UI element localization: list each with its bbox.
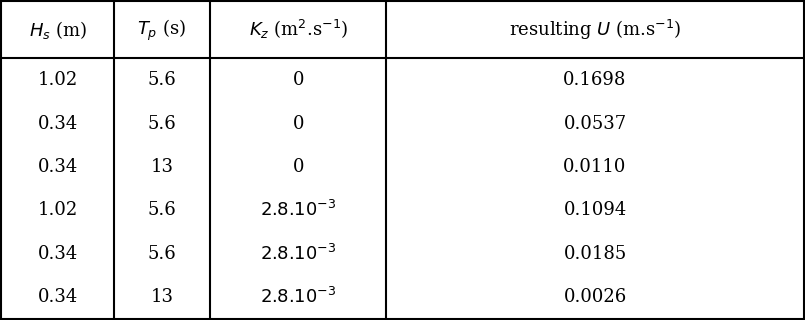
Text: 13: 13 <box>151 288 173 306</box>
Text: 0.34: 0.34 <box>37 244 77 263</box>
Text: $T_p$ (s): $T_p$ (s) <box>138 17 187 43</box>
Text: 0: 0 <box>292 115 304 132</box>
Text: 0.34: 0.34 <box>37 288 77 306</box>
Text: 5.6: 5.6 <box>147 115 176 132</box>
Text: 0: 0 <box>292 71 304 89</box>
Text: 5.6: 5.6 <box>147 244 176 263</box>
Text: 0.0110: 0.0110 <box>564 158 627 176</box>
Text: 0: 0 <box>292 158 304 176</box>
Text: 0.1698: 0.1698 <box>564 71 627 89</box>
Text: 0.0537: 0.0537 <box>564 115 626 132</box>
Text: $K_z$ (m$^2$.s$^{-1}$): $K_z$ (m$^2$.s$^{-1}$) <box>249 18 348 42</box>
Text: $2.8.10^{-3}$: $2.8.10^{-3}$ <box>260 200 336 220</box>
Text: $H_s$ (m): $H_s$ (m) <box>28 19 87 41</box>
Text: 0.0185: 0.0185 <box>564 244 626 263</box>
Text: 0.34: 0.34 <box>37 115 77 132</box>
Text: 5.6: 5.6 <box>147 71 176 89</box>
Text: 0.1094: 0.1094 <box>564 201 626 219</box>
Text: 13: 13 <box>151 158 173 176</box>
Text: 5.6: 5.6 <box>147 201 176 219</box>
Text: $2.8.10^{-3}$: $2.8.10^{-3}$ <box>260 244 336 264</box>
Text: resulting $U$ (m.s$^{-1}$): resulting $U$ (m.s$^{-1}$) <box>509 18 681 42</box>
Text: 1.02: 1.02 <box>37 71 77 89</box>
Text: $2.8.10^{-3}$: $2.8.10^{-3}$ <box>260 287 336 307</box>
Text: 0.0026: 0.0026 <box>564 288 626 306</box>
Text: 0.34: 0.34 <box>37 158 77 176</box>
Text: 1.02: 1.02 <box>37 201 77 219</box>
